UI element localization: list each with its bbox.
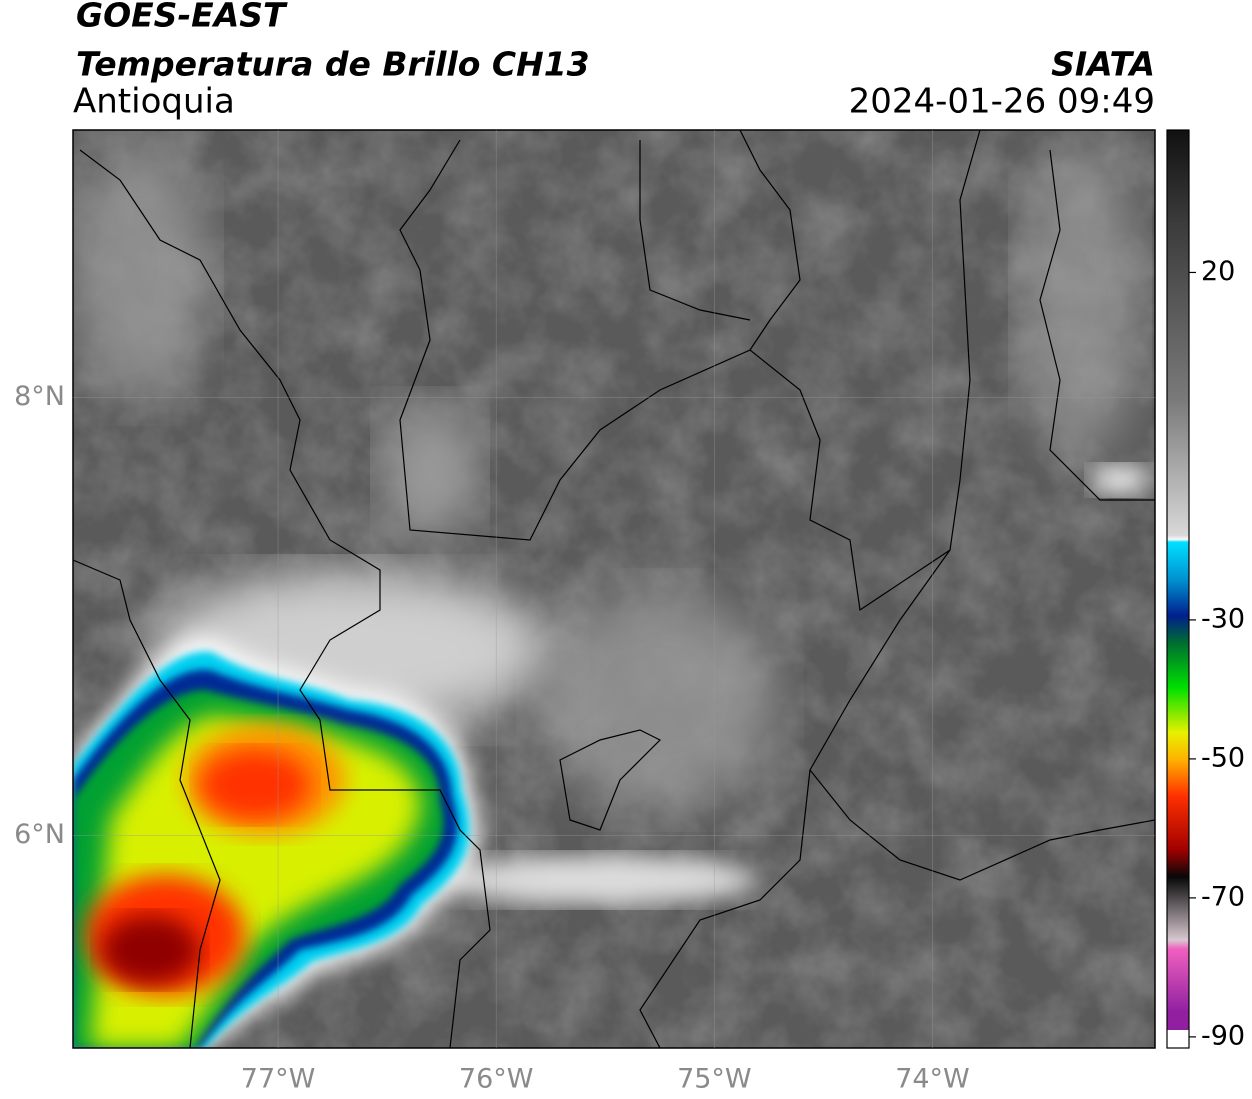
colorbar-tick-label: -50 — [1201, 742, 1245, 773]
region: Antioquia — [73, 82, 235, 122]
colorbar-tick-label: -30 — [1201, 603, 1245, 634]
timestamp: 2024-01-26 09:49 — [849, 82, 1155, 122]
colorbar-tick-label: -90 — [1201, 1020, 1245, 1051]
colorbar-tick-label: 20 — [1201, 256, 1235, 287]
map-frame — [72, 129, 1156, 1049]
subtitle: Temperatura de Brillo CH13 — [76, 45, 590, 84]
colorbar-frame — [1166, 129, 1190, 1049]
x-tick-label: 77°W — [241, 1064, 316, 1095]
colorbar-under — [1167, 1030, 1189, 1048]
colorbar-ticks: 20 -30 -50 -70 -90 — [1189, 256, 1245, 1051]
y-tick-label: 8°N — [14, 381, 65, 412]
colorbar-ramp — [1167, 130, 1189, 1030]
source: SIATA — [1051, 45, 1155, 84]
satellite-image — [73, 130, 1155, 1048]
y-tick-label: 6°N — [14, 819, 65, 850]
x-tick-label: 76°W — [459, 1064, 534, 1095]
title: GOES-EAST — [76, 0, 288, 35]
x-tick-label: 75°W — [677, 1064, 752, 1095]
colorbar-tick-label: -70 — [1201, 881, 1245, 912]
map-axes: 77°W 76°W 75°W 74°W 8°N 6°N — [14, 130, 1155, 1095]
x-tick-label: 74°W — [895, 1064, 970, 1095]
